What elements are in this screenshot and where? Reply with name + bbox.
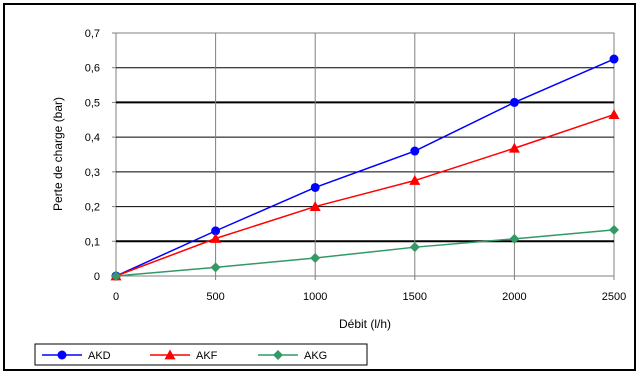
legend-marker-akf bbox=[164, 349, 176, 360]
data-point-akd bbox=[509, 97, 519, 107]
data-point-akd bbox=[609, 54, 619, 64]
x-tick-label: 2000 bbox=[502, 291, 526, 303]
series-line-akd bbox=[115, 58, 615, 277]
data-point-akf bbox=[608, 109, 620, 119]
series-line-akg bbox=[115, 229, 615, 277]
data-point-akg bbox=[409, 242, 420, 253]
x-tick-label: 0 bbox=[113, 291, 119, 303]
x-tick-label: 1000 bbox=[303, 291, 327, 303]
data-point-akf bbox=[409, 175, 421, 185]
data-point-akg bbox=[310, 252, 321, 263]
x-tick-label: 500 bbox=[206, 291, 224, 303]
data-point-akg bbox=[609, 224, 619, 235]
x-tick-label: 1500 bbox=[403, 291, 427, 303]
y-tick-label: 0,2 bbox=[85, 202, 100, 214]
data-point-akf bbox=[508, 142, 520, 153]
y-tick-label: 0,4 bbox=[85, 132, 100, 144]
y-tick-label: 0,3 bbox=[85, 167, 100, 179]
y-tick-label: 0,6 bbox=[85, 63, 100, 75]
y-tick-label: 0,5 bbox=[85, 97, 100, 109]
y-tick-label: 0,7 bbox=[85, 28, 100, 40]
y-tick-label: 0 bbox=[94, 271, 100, 283]
legend-marker-akd bbox=[57, 350, 67, 360]
data-point-akd bbox=[211, 226, 221, 236]
legend-label-akd: AKD bbox=[88, 350, 111, 362]
data-point-akd bbox=[410, 146, 420, 156]
y-tick-label: 0,1 bbox=[85, 236, 100, 248]
x-axis-label: Débit (l/h) bbox=[339, 317, 391, 331]
legend-label-akg: AKG bbox=[304, 350, 327, 362]
legend-marker-akg bbox=[273, 350, 283, 360]
data-point-akg bbox=[509, 233, 520, 244]
plot-area bbox=[115, 32, 615, 277]
legend-box bbox=[34, 343, 368, 366]
legend: AKD AKF AKG bbox=[34, 343, 368, 366]
x-tick-label: 2500 bbox=[602, 291, 626, 303]
data-point-akf bbox=[210, 233, 222, 243]
data-point-akg bbox=[111, 271, 121, 281]
y-axis-label: Perte de charge (bar) bbox=[51, 97, 65, 211]
data-point-akg bbox=[210, 262, 221, 273]
series-line-akf bbox=[115, 113, 615, 277]
legend-label-akf: AKF bbox=[196, 350, 218, 362]
data-point-akf bbox=[309, 201, 321, 211]
data-point-akd bbox=[310, 182, 320, 192]
